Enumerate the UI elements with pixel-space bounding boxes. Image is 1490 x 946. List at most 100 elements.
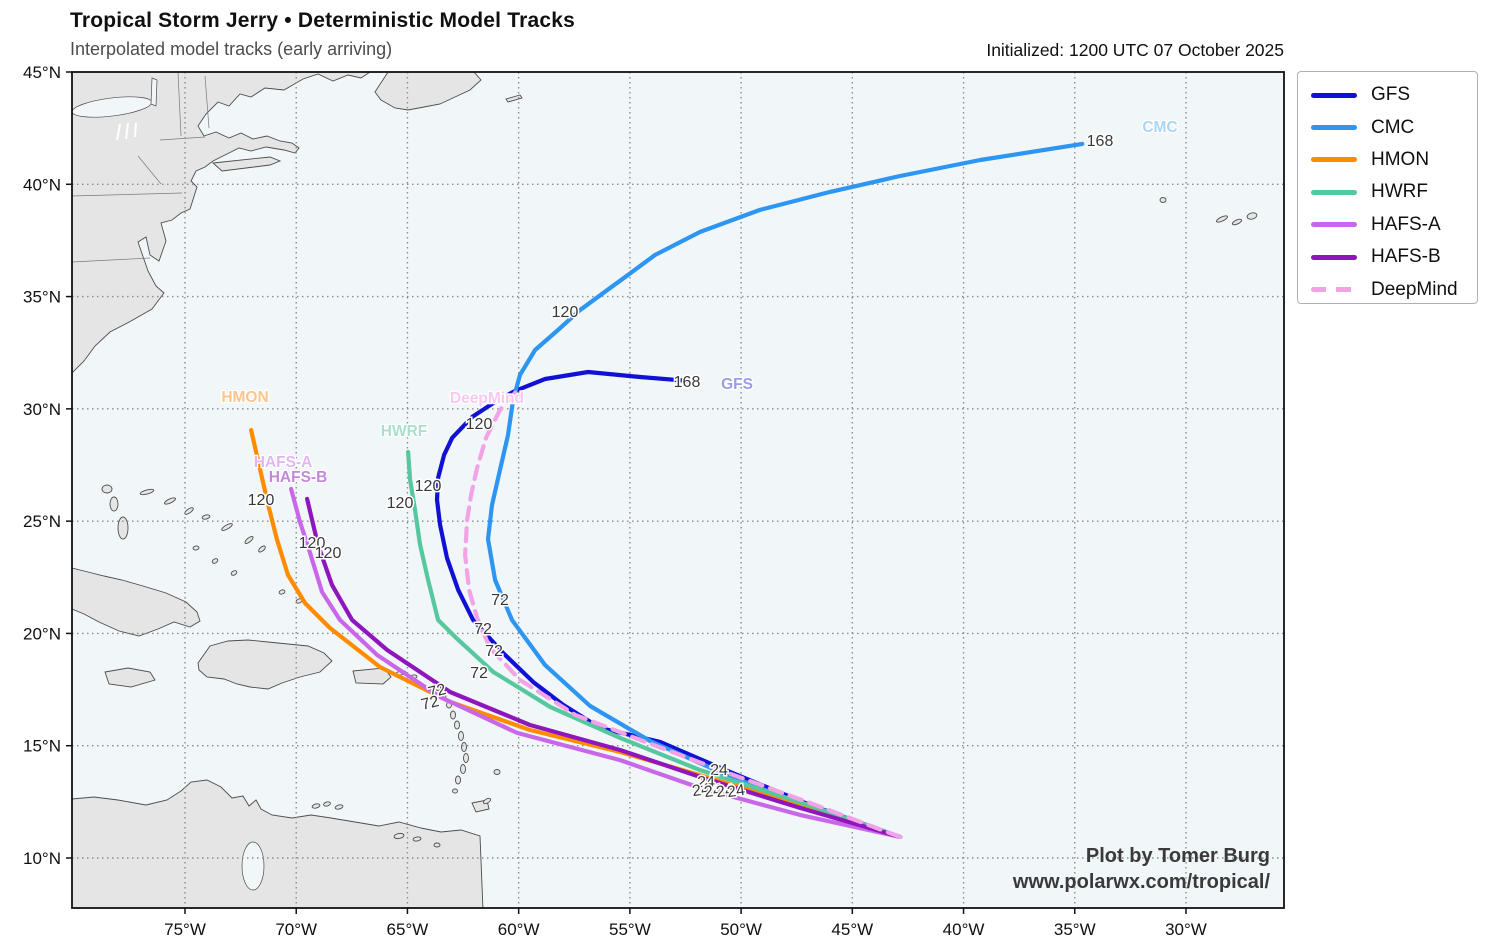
land-south-america xyxy=(72,779,484,908)
hour-label-24: 24 xyxy=(710,762,728,779)
island xyxy=(323,801,331,807)
track-label-hafs-a: HAFS-A xyxy=(254,454,313,471)
island xyxy=(1231,218,1243,226)
island xyxy=(454,720,460,730)
legend-label: DeepMind xyxy=(1371,278,1458,300)
land-jamaica xyxy=(104,667,156,688)
hour-label-72: 72 xyxy=(485,643,503,660)
legend: GFS CMC HMON HWRF HAFS-A HAFS-B DeepMind xyxy=(1297,71,1478,304)
legend-swatch-gfs xyxy=(1311,92,1357,98)
island xyxy=(433,842,441,848)
legend-label: HWRF xyxy=(1371,181,1428,203)
island xyxy=(1246,212,1258,220)
state-borders xyxy=(72,72,210,263)
legend-item-hmon: HMON xyxy=(1311,144,1477,176)
x-tick-70: 70°W xyxy=(275,920,317,939)
hour-label-24: 24 xyxy=(691,781,711,800)
land-hispaniola xyxy=(197,639,333,690)
legend-label: HMON xyxy=(1371,148,1430,170)
island xyxy=(109,496,119,512)
legend-label: GFS xyxy=(1371,84,1411,106)
track-deepmind xyxy=(463,389,903,840)
land-north-america xyxy=(72,72,371,374)
island xyxy=(311,803,321,809)
x-tick-30: 30°W xyxy=(1165,920,1207,939)
x-tick-60: 60°W xyxy=(498,920,540,939)
axis-ticks xyxy=(66,71,1187,914)
page-title: Tropical Storm Jerry • Deterministic Mod… xyxy=(70,9,576,32)
island xyxy=(192,545,200,551)
island xyxy=(461,742,467,752)
x-tick-40: 40°W xyxy=(943,920,985,939)
island xyxy=(460,764,466,774)
legend-swatch-hmon xyxy=(1311,157,1357,163)
island xyxy=(450,710,456,720)
island xyxy=(452,788,458,794)
hour-label-120: 120 xyxy=(552,304,579,321)
x-tick-65: 65°W xyxy=(387,920,429,939)
hour-label-72: 72 xyxy=(426,681,447,702)
island xyxy=(221,523,233,531)
track-hwrf xyxy=(406,449,903,840)
forecast-hour-labels: 1681201681201201201201201207272727272722… xyxy=(246,132,1115,803)
legend-swatch-hafs-b xyxy=(1311,254,1357,260)
island xyxy=(1216,215,1228,223)
hour-label-120: 120 xyxy=(466,416,493,433)
legend-label: HAFS-A xyxy=(1371,213,1441,235)
legend-item-hafs-b: HAFS-B xyxy=(1311,241,1477,273)
island xyxy=(412,836,422,842)
track-cmc xyxy=(485,141,1085,840)
finger-lakes xyxy=(116,122,137,141)
small-islands xyxy=(101,197,1258,848)
island xyxy=(258,545,266,553)
legend-item-hwrf: HWRF xyxy=(1311,176,1477,208)
model-tracks xyxy=(249,141,1085,840)
track-label-deepmind: DeepMind xyxy=(450,390,524,407)
hour-label-120: 120 xyxy=(248,492,275,509)
legend-swatch-cmc xyxy=(1311,125,1357,131)
legend-swatch-deepmind xyxy=(1311,287,1357,293)
island xyxy=(482,797,492,805)
island xyxy=(455,775,461,785)
hour-label-24: 24 xyxy=(703,782,723,801)
y-tick-40: 40°N xyxy=(23,175,61,194)
hour-label-168: 168 xyxy=(674,374,701,391)
land-cuba xyxy=(72,567,201,637)
x-tick-35: 35°W xyxy=(1054,920,1096,939)
legend-label: CMC xyxy=(1371,116,1415,138)
y-tick-20: 20°N xyxy=(23,624,61,643)
track-hafs-b xyxy=(305,496,903,840)
island xyxy=(393,832,405,840)
y-tick-45: 45°N xyxy=(23,63,61,82)
island xyxy=(139,488,155,496)
hour-label-120: 120 xyxy=(387,495,414,512)
hour-label-72: 72 xyxy=(491,592,509,609)
hour-label-168: 168 xyxy=(1087,133,1114,150)
legend-item-hafs-a: HAFS-A xyxy=(1311,209,1477,241)
gridlines xyxy=(72,72,1284,908)
y-tick-35: 35°N xyxy=(23,288,61,307)
x-tick-55: 55°W xyxy=(609,920,651,939)
island xyxy=(493,769,501,775)
island xyxy=(184,507,194,515)
attribution-author: Plot by Tomer Burg xyxy=(1085,845,1270,867)
track-label-gfs: GFS xyxy=(721,376,753,393)
hour-label-120: 120 xyxy=(415,478,442,495)
island xyxy=(463,753,469,763)
island xyxy=(117,516,129,540)
land-layer xyxy=(72,72,1258,908)
x-tick-45: 45°W xyxy=(831,920,873,939)
track-label-hafs-b: HAFS-B xyxy=(269,469,328,486)
land-sable-island xyxy=(505,94,523,103)
land-long-island xyxy=(211,156,282,172)
x-tick-75: 75°W xyxy=(164,920,206,939)
y-tick-15: 15°N xyxy=(23,737,61,756)
hour-label-72: 72 xyxy=(470,665,488,682)
hour-label-120: 120 xyxy=(299,535,326,552)
hour-label-72: 72 xyxy=(474,621,492,638)
island xyxy=(101,484,113,494)
page-subtitle: Interpolated model tracks (early arrivin… xyxy=(70,39,393,59)
